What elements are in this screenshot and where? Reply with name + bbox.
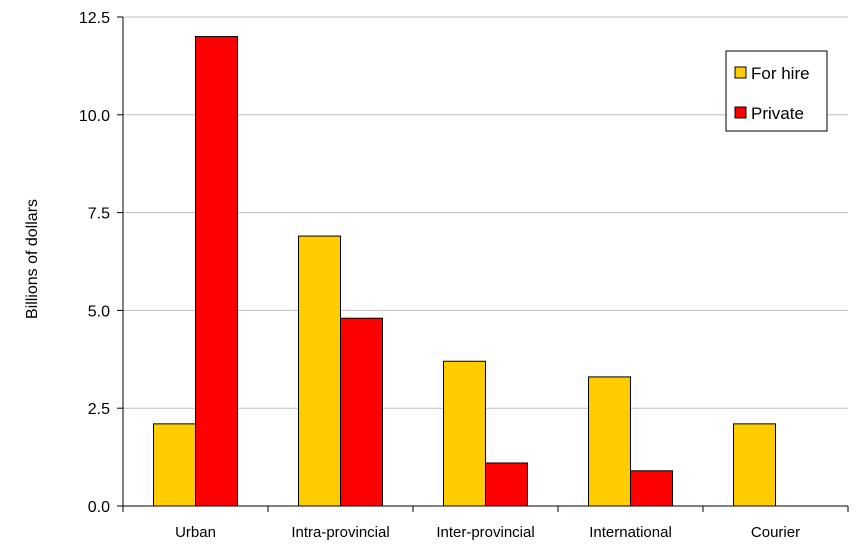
bar-for-hire-courier [733,423,776,507]
x-tick-label: Intra-provincial [291,524,389,541]
legend-label: Private [751,104,804,123]
labels: 0.0 2.5 5.0 7.5 10.0 12.5 Urban Intra-provincia… [79,10,800,541]
legend-swatch [734,66,747,79]
bar-for-hire-urban [153,423,196,507]
bar-for-hire-international [588,376,631,507]
x-tick-label: Urban [175,524,216,541]
bar-for-hire-inter-provincial [443,360,486,507]
x-tick-label: Inter-provincial [436,524,534,541]
bar-private-inter-provincial [485,462,528,507]
y-tick-label: 7.5 [88,206,110,223]
y-tick-label: 2.5 [88,401,110,418]
legend-swatch [734,106,747,119]
y-tick-label: 10.0 [79,108,110,125]
x-tick-label: International [589,524,672,541]
y-tick-label: 5.0 [88,303,110,320]
y-axis-title: Billions of dollars [24,199,41,319]
y-tick-label: 12.5 [79,10,110,27]
bar-private-international [630,470,673,507]
bars [153,36,776,507]
legend: For hire Private [725,50,828,132]
x-tick-label: Courier [751,524,800,541]
legend-label: For hire [751,64,810,83]
bar-private-urban [195,36,238,507]
bar-private-intra-provincial [340,317,383,507]
y-tick-label: 0.0 [88,499,110,516]
bar-for-hire-intra-provincial [298,235,341,507]
axes [117,16,849,512]
